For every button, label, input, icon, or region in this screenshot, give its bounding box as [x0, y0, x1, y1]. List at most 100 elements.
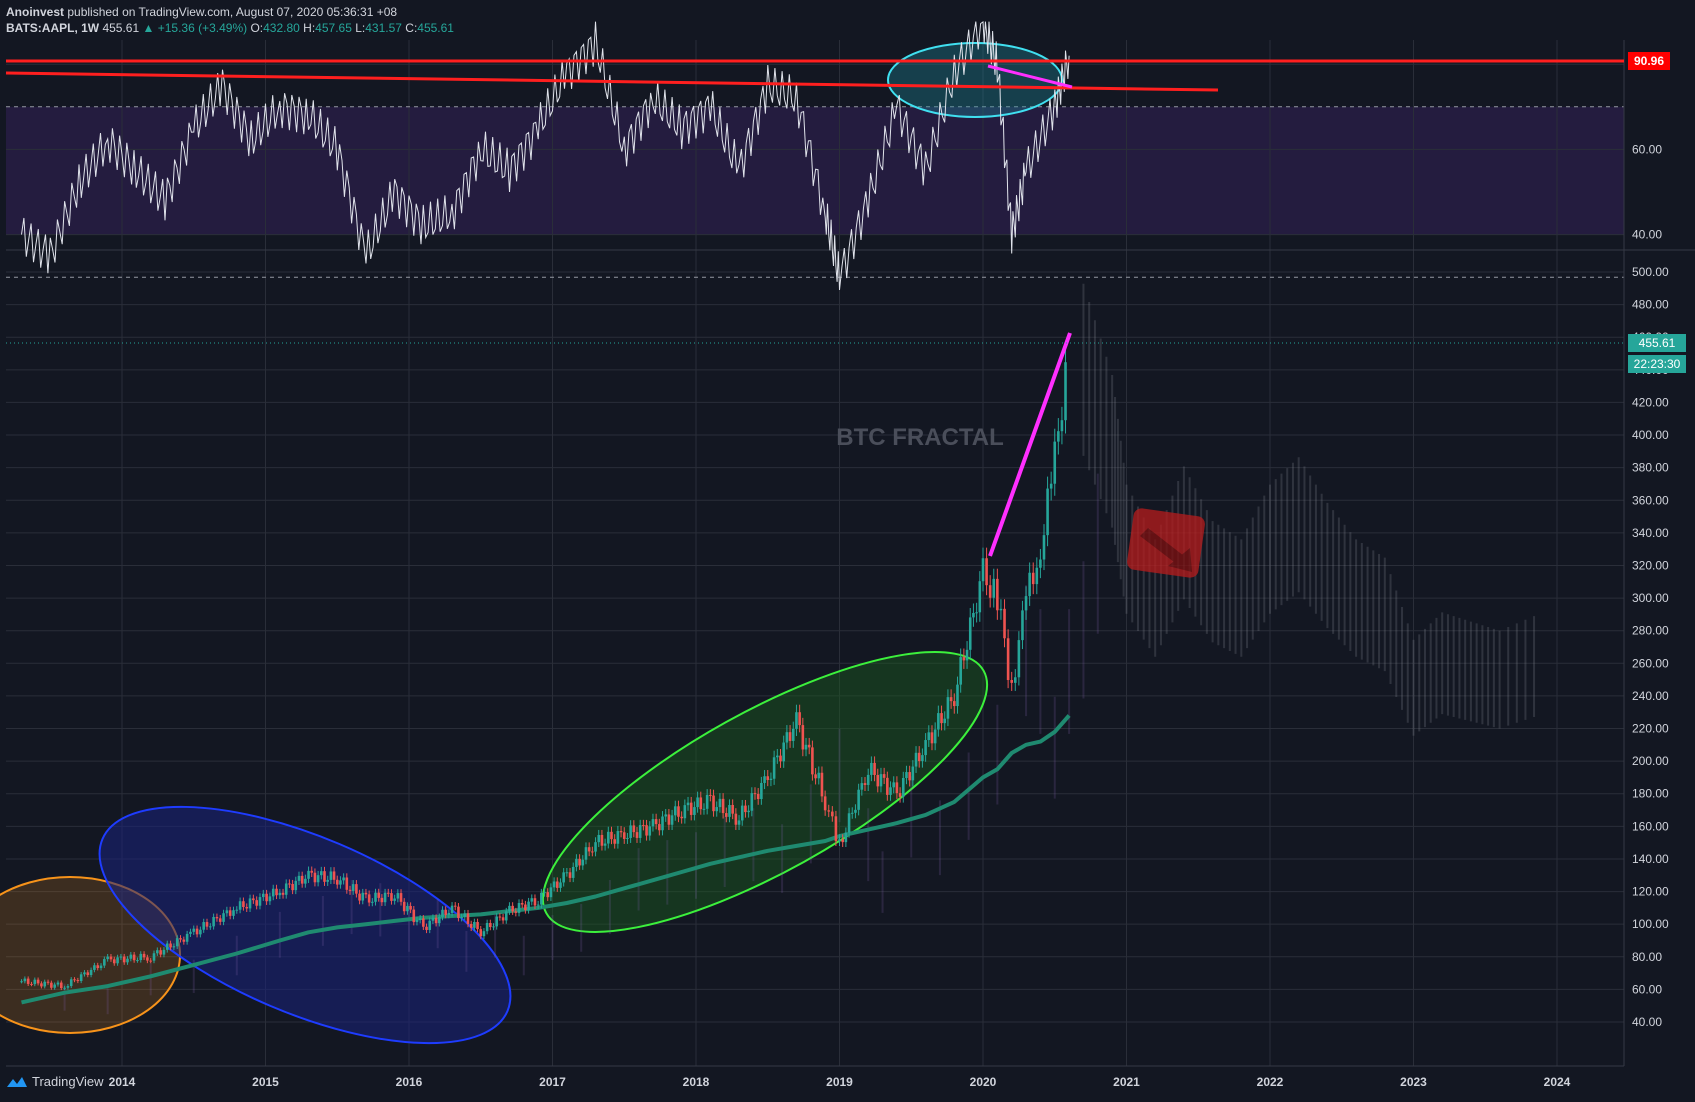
- price-candles: [20, 347, 1067, 991]
- candle-body: [348, 889, 352, 891]
- candle-body: [1046, 488, 1049, 536]
- candle-body: [603, 843, 607, 846]
- candle-body: [517, 903, 521, 913]
- candle-body: [1006, 638, 1010, 681]
- candle-body: [785, 732, 789, 743]
- candle-body: [683, 805, 687, 819]
- candle-body: [638, 825, 642, 838]
- candle-body: [996, 578, 999, 611]
- fractal-projection: [63, 283, 1536, 1015]
- candle-body: [876, 774, 880, 787]
- candle-body: [444, 909, 447, 915]
- candle-body: [409, 905, 412, 910]
- candle-body: [721, 798, 725, 814]
- candle-body: [261, 893, 265, 898]
- candle-body: [476, 921, 479, 930]
- candle-body: [332, 871, 336, 880]
- candle-body: [702, 808, 706, 810]
- candle-body: [549, 887, 553, 898]
- price-tick-label: 80.00: [1632, 950, 1662, 964]
- candle-body: [965, 649, 969, 661]
- candle-body: [374, 892, 377, 902]
- last-price-badge: [1628, 334, 1686, 352]
- ma-series: [21, 714, 1071, 1005]
- candle-body: [139, 953, 143, 961]
- candle-body: [632, 825, 636, 833]
- candle-body: [402, 901, 406, 912]
- candle-body: [933, 729, 937, 744]
- candle-body: [232, 910, 235, 916]
- moving-average: [21, 714, 1071, 1005]
- candle-body: [854, 809, 857, 813]
- candle-body: [791, 728, 795, 741]
- candle-body: [179, 938, 182, 940]
- candle-body: [834, 816, 838, 842]
- candle-body: [693, 807, 696, 815]
- candle-body: [841, 839, 844, 843]
- candle-body: [756, 793, 760, 800]
- candle-body: [192, 928, 196, 932]
- candle-body: [798, 712, 801, 726]
- candle-body: [753, 793, 757, 795]
- candle-body: [540, 892, 543, 905]
- price-axis: 40.00 60.00 80.00 100.00 120.00 140.00 160.00 1…: [1632, 265, 1669, 1029]
- time-tick-label: 2023: [1400, 1075, 1427, 1089]
- candle-body: [437, 916, 441, 924]
- candle-body: [568, 872, 572, 878]
- candle-body: [847, 813, 851, 833]
- candle-body: [956, 684, 959, 707]
- candle-body: [943, 718, 947, 724]
- candle-body: [635, 832, 639, 838]
- candle-body: [1031, 572, 1035, 585]
- close-value: 455.61: [417, 21, 454, 35]
- blue-ellipse: [98, 805, 512, 1045]
- candle-body: [425, 926, 428, 930]
- price-tick-label: 400.00: [1632, 428, 1669, 442]
- footer-brand[interactable]: TradingView: [6, 1074, 104, 1089]
- candle-body: [112, 959, 116, 964]
- candle-body: [779, 755, 782, 762]
- candle-body: [390, 893, 393, 901]
- candle-body: [898, 793, 902, 797]
- rsi-value-text: 90.96: [1634, 54, 1664, 68]
- candle-body: [93, 965, 96, 970]
- candle-body: [587, 847, 591, 852]
- candle-body: [831, 811, 834, 817]
- candle-body: [288, 883, 291, 885]
- candle-body: [238, 901, 242, 910]
- price-tick-label: 200.00: [1632, 754, 1669, 768]
- candle-body: [132, 954, 136, 961]
- candle-body: [313, 872, 317, 883]
- candle-body: [53, 984, 56, 988]
- candle-body: [999, 608, 1003, 611]
- candle-body: [664, 814, 668, 817]
- candle-body: [788, 732, 792, 741]
- candle-body: [103, 959, 106, 966]
- candle-body: [235, 909, 239, 911]
- candle-body: [562, 872, 565, 883]
- price-tick-label: 380.00: [1632, 461, 1669, 475]
- candle-body: [992, 578, 996, 598]
- candle-body: [156, 950, 159, 954]
- candle-body: [434, 917, 438, 924]
- rsi-divergence-line: [987, 64, 1073, 89]
- candle-body: [1039, 559, 1042, 568]
- candle-body: [911, 766, 915, 781]
- candle-body: [50, 982, 53, 988]
- candle-body: [705, 794, 709, 809]
- candle-body: [116, 957, 119, 964]
- candle-body: [520, 903, 524, 905]
- candle-body: [673, 806, 677, 816]
- candle-body: [565, 872, 569, 874]
- candle-body: [930, 732, 934, 744]
- candle-body: [629, 825, 632, 838]
- candle-body: [949, 697, 953, 702]
- rsi-line: [21, 20, 1070, 291]
- candle-body: [304, 878, 307, 884]
- candle-body: [870, 762, 873, 775]
- price-tick-label: 300.00: [1632, 591, 1669, 605]
- candle-body: [489, 922, 492, 928]
- candle-body: [988, 585, 992, 598]
- candle-body: [364, 892, 368, 895]
